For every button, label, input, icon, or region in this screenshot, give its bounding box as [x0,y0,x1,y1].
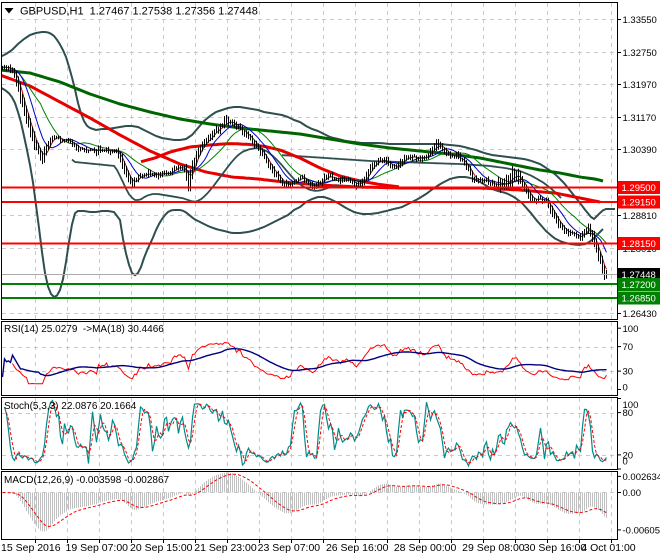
svg-text:4 Oct 01:00: 4 Oct 01:00 [581,542,635,554]
svg-text:21 Sep 23:00: 21 Sep 23:00 [194,542,257,554]
svg-text:28 Sep 00:00: 28 Sep 00:00 [394,542,457,554]
svg-text:1.30390: 1.30390 [623,145,657,156]
svg-text:70: 70 [623,342,634,353]
svg-text:0: 0 [623,457,628,468]
svg-text:1.29500: 1.29500 [622,183,656,194]
svg-text:1.32750: 1.32750 [623,48,657,59]
svg-text:26 Sep 16:00: 26 Sep 16:00 [326,542,389,554]
svg-text:1.27448: 1.27448 [622,270,656,281]
svg-text:1.26850: 1.26850 [622,294,656,305]
svg-text:29 Sep 08:00: 29 Sep 08:00 [462,542,525,554]
svg-text:15 Sep 2016: 15 Sep 2016 [1,542,61,554]
svg-text:1.31970: 1.31970 [623,80,657,91]
svg-text:1.29150: 1.29150 [622,198,656,209]
svg-text:Stoch(5,3,3) 22.0876 20.1664: Stoch(5,3,3) 22.0876 20.1664 [4,401,137,412]
svg-text:0.002634: 0.002634 [623,472,660,483]
svg-text:1.28810: 1.28810 [623,211,657,222]
svg-text:0: 0 [623,383,628,394]
svg-text:1.26430: 1.26430 [623,309,657,320]
svg-text:20 Sep 15:00: 20 Sep 15:00 [130,542,193,554]
svg-text:30 Sep 16:00: 30 Sep 16:00 [524,542,587,554]
svg-text:-0.006057: -0.006057 [623,525,660,536]
svg-text:80: 80 [623,408,634,419]
svg-text:23 Sep 07:00: 23 Sep 07:00 [258,542,321,554]
svg-text:100: 100 [623,324,639,335]
svg-text:1.27200: 1.27200 [622,280,656,291]
svg-text:19 Sep 07:00: 19 Sep 07:00 [66,542,129,554]
svg-text:20: 20 [623,450,634,461]
svg-text:RSI(14) 25.0279 ->MA(18) 30.4: RSI(14) 25.0279 ->MA(18) 30.4466 [4,324,164,335]
svg-text:1.28150: 1.28150 [622,239,656,250]
svg-text:30: 30 [623,367,634,378]
svg-text:GBPUSD,H1 1.27467 1.27538 1.2: GBPUSD,H1 1.27467 1.27538 1.27356 1.2744… [20,6,258,18]
svg-text:100: 100 [623,400,639,411]
svg-text:1.33550: 1.33550 [623,15,657,26]
svg-text:MACD(12,26,9) -0.003598 -0.002: MACD(12,26,9) -0.003598 -0.002867 [4,475,170,486]
svg-text:0.00: 0.00 [623,488,642,499]
svg-text:1.31170: 1.31170 [623,113,657,124]
